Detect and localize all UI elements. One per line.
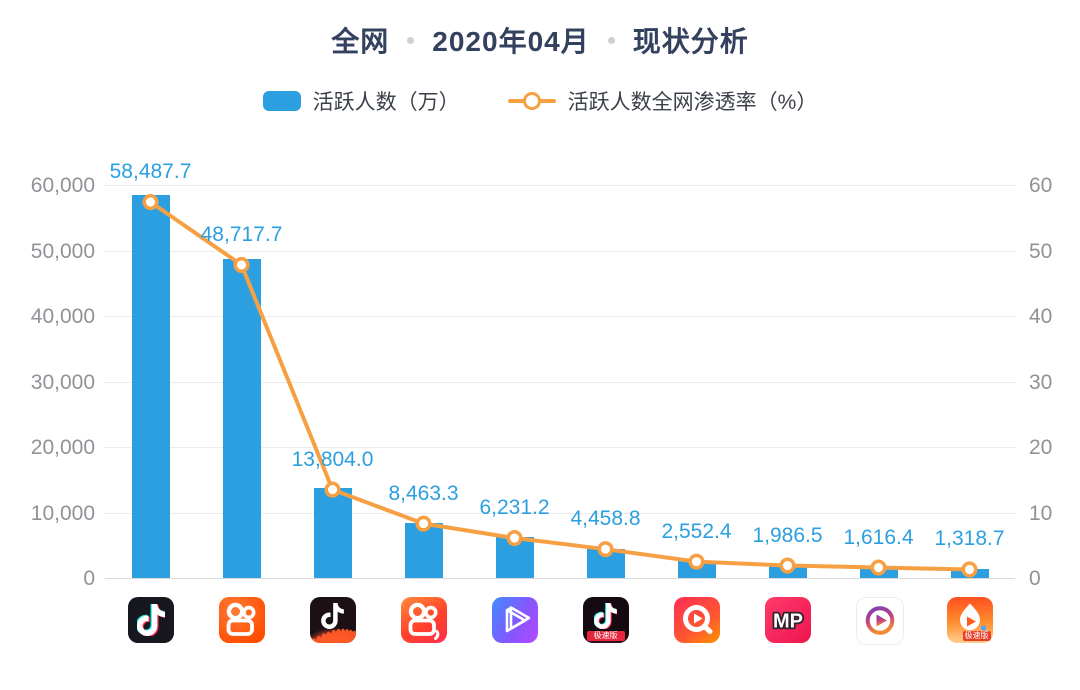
bar-huoshan-jisu[interactable]: [950, 569, 989, 578]
q-play-icon: [682, 605, 712, 634]
y-axis-right-tick: 50: [1029, 239, 1053, 263]
app-icon-weishi: [491, 597, 538, 643]
icon-badge: 极速版: [962, 631, 991, 641]
music-note-icon: [136, 604, 165, 636]
app-icon-douyin: [127, 597, 174, 643]
bar-value-label: 1,986.5: [752, 523, 823, 547]
line-series-swatch: [507, 91, 556, 111]
bar-quanmin-video[interactable]: [677, 561, 716, 578]
app-icon-douyin-huoshan: [309, 597, 356, 643]
y-axis-right-tick: 20: [1029, 436, 1053, 459]
bar-douyin-huoshan[interactable]: [313, 487, 352, 578]
legend-item-active-users[interactable]: 活跃人数（万）: [262, 86, 460, 116]
bar-gradient-play-app[interactable]: [859, 567, 898, 578]
title-separator-dot: [407, 36, 415, 44]
y-axis-right-tick: 30: [1029, 370, 1053, 394]
title-separator-dot: [607, 36, 615, 44]
chart-legend: 活跃人数（万） 活跃人数全网渗透率（%）: [0, 86, 1080, 116]
y-axis-right-tick: 10: [1029, 501, 1053, 525]
y-axis-left-tick: 20,000: [30, 436, 95, 459]
bar-weishi[interactable]: [495, 537, 534, 578]
app-icon-douyin-jisu: 极速版: [582, 597, 629, 643]
bar-value-label: 13,804.0: [291, 447, 374, 471]
music-note-icon: [320, 603, 344, 629]
mp-letters-icon: MP: [771, 609, 805, 635]
bar-value-label: 6,231.2: [479, 496, 550, 520]
app-icon-meipai: MP: [764, 597, 811, 643]
svg-text:MP: MP: [773, 611, 803, 633]
bar-series-swatch: [262, 91, 301, 111]
app-icon-quanmin-video: [673, 597, 720, 643]
bar-kuaishou-jisu[interactable]: [404, 522, 443, 578]
music-note-icon: [593, 603, 617, 629]
x-axis-baseline: [105, 578, 1015, 579]
bar-value-label: 2,552.4: [661, 519, 732, 543]
y-axis-right-tick: 40: [1029, 305, 1053, 328]
y-axis-left-tick: 0: [83, 567, 95, 590]
app-icon-kuaishou-jisu: [400, 597, 447, 643]
gridline: [105, 250, 1015, 252]
bar-value-label: 1,318.7: [934, 527, 1005, 551]
bar-meipai[interactable]: [768, 564, 807, 578]
legend-line-label: 活跃人数全网渗透率（%）: [567, 91, 818, 114]
play-wireframe-icon: [505, 606, 530, 633]
app-icon-kuaishou: [218, 597, 265, 643]
gridline: [105, 185, 1015, 186]
bar-value-label: 4,458.8: [570, 507, 641, 531]
bar-value-label: 58,487.7: [109, 160, 192, 184]
bar-kuaishou[interactable]: [222, 258, 261, 578]
icon-badge: 极速版: [586, 630, 625, 641]
page-title: 全网 2020年04月 现状分析: [0, 20, 1080, 60]
title-part-period: 2020年04月: [432, 26, 590, 57]
legend-bar-label: 活跃人数（万）: [312, 91, 460, 114]
legend-item-penetration-rate[interactable]: 活跃人数全网渗透率（%）: [507, 86, 818, 116]
bar-value-label: 48,717.7: [200, 222, 283, 246]
bar-value-label: 1,616.4: [843, 525, 914, 549]
y-axis-left-tick: 40,000: [30, 305, 95, 328]
y-axis-left-tick: 30,000: [30, 370, 95, 394]
bar-value-label: 8,463.3: [388, 481, 459, 505]
app-icon-gradient-play-app: [855, 597, 904, 645]
gradient-ring-play-icon: [865, 606, 894, 635]
line-swatch-marker: [522, 92, 541, 110]
y-axis-left-tick: 50,000: [30, 239, 95, 263]
flames-icon: [309, 628, 356, 643]
bar-douyin-jisu[interactable]: [586, 548, 625, 578]
app-icon-huoshan-jisu: 极速版: [946, 597, 993, 643]
camera-icon: [226, 602, 255, 636]
title-part-subject: 现状分析: [632, 26, 749, 57]
bar-douyin[interactable]: [131, 194, 170, 578]
title-part-scope: 全网: [331, 26, 390, 57]
y-axis-right-tick: 60: [1029, 174, 1053, 197]
y-axis-left-tick: 10,000: [30, 501, 95, 525]
camera-icon: [408, 602, 439, 640]
flame-play-icon: [959, 603, 986, 631]
y-axis-left-tick: 60,000: [30, 174, 95, 197]
y-axis-right-tick: 0: [1029, 567, 1041, 590]
